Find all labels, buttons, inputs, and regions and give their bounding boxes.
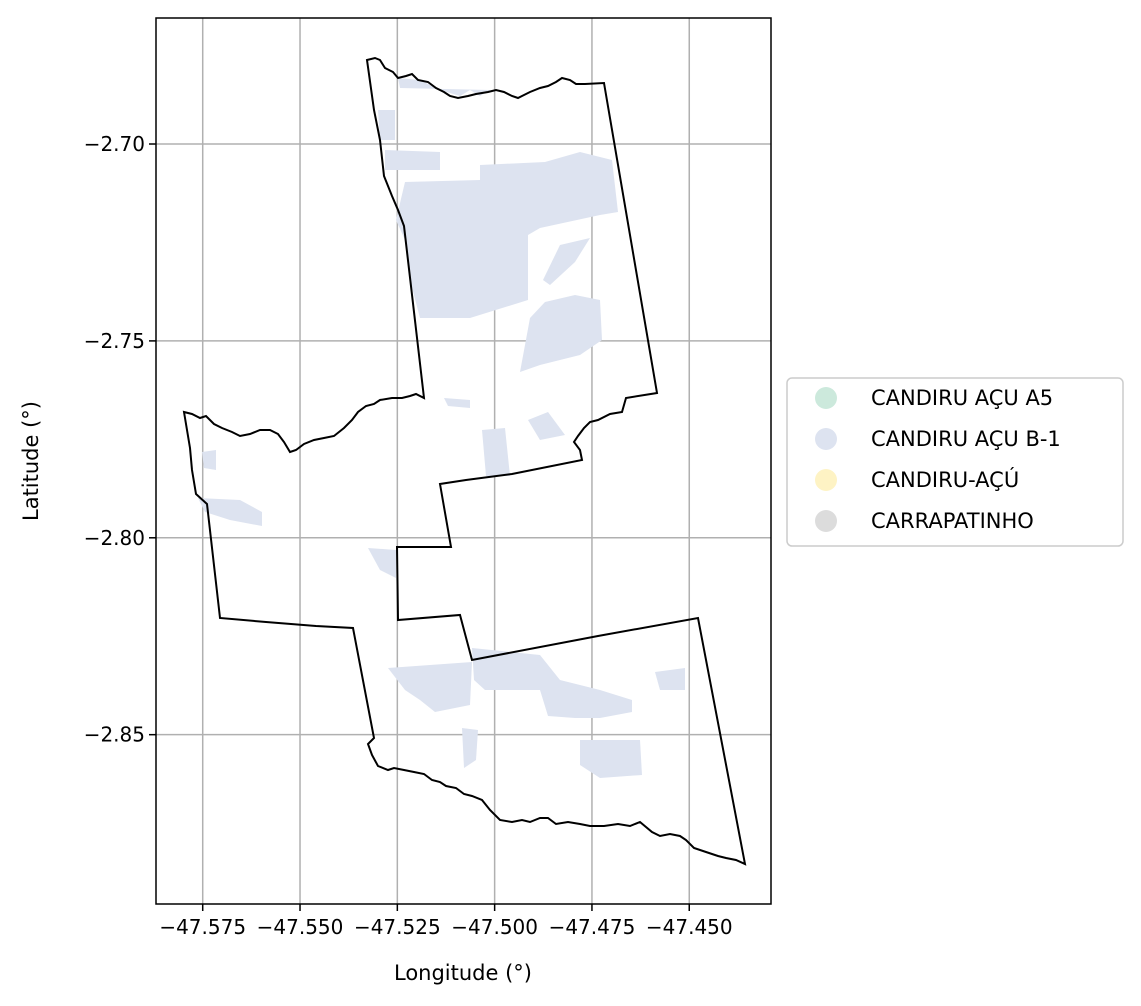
y-axis-title: Latitude (°) bbox=[19, 401, 43, 521]
legend: CANDIRU AÇU A5 CANDIRU AÇU B-1 CANDIRU-AÇÚ… bbox=[787, 378, 1123, 546]
x-tick-label-4: −47.475 bbox=[549, 915, 636, 939]
legend-marker-3 bbox=[815, 510, 837, 532]
x-tick-label-1: −47.550 bbox=[257, 915, 344, 939]
legend-label-2: CANDIRU-AÇÚ bbox=[871, 467, 1019, 492]
y-tick-label-0: −2.70 bbox=[84, 132, 145, 156]
legend-marker-1 bbox=[815, 428, 837, 450]
legend-label-1: CANDIRU AÇU B-1 bbox=[871, 427, 1061, 451]
legend-marker-2 bbox=[815, 469, 837, 491]
y-tick-label-3: −2.85 bbox=[84, 723, 145, 747]
x-tick-label-5: −47.450 bbox=[646, 915, 733, 939]
x-tick-label-0: −47.575 bbox=[159, 915, 246, 939]
patch-west-1 bbox=[202, 450, 216, 470]
x-tick-label-2: −47.525 bbox=[354, 915, 441, 939]
patch-north-left bbox=[378, 110, 395, 140]
legend-label-0: CANDIRU AÇU A5 bbox=[871, 386, 1053, 410]
patch-north-strip bbox=[385, 150, 440, 170]
legend-label-3: CARRAPATINHO bbox=[871, 509, 1034, 533]
x-tick-label-3: −47.500 bbox=[451, 915, 538, 939]
legend-marker-0 bbox=[815, 387, 837, 409]
x-axis-title: Longitude (°) bbox=[394, 961, 532, 985]
y-tick-label-2: −2.80 bbox=[84, 526, 145, 550]
y-tick-label-1: −2.75 bbox=[84, 329, 145, 353]
